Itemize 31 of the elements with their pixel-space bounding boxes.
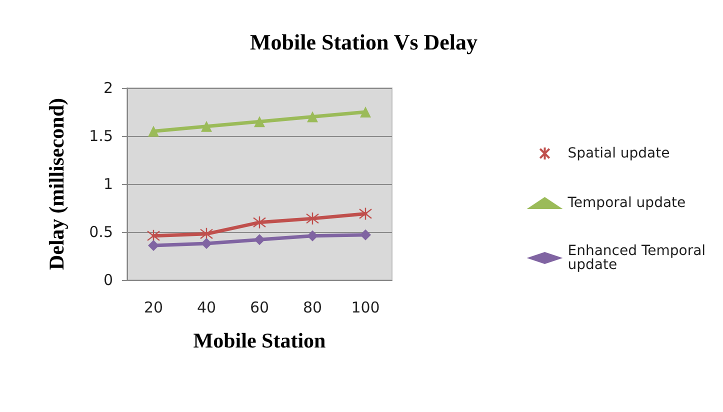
x-tick-label: 100 — [351, 298, 380, 316]
point — [254, 234, 265, 246]
x-tick-label: 20 — [144, 298, 164, 316]
y-tick-label: 1.5 — [89, 127, 113, 145]
point — [201, 120, 212, 132]
x-tick-label: 80 — [302, 298, 322, 316]
point — [201, 238, 212, 250]
point — [358, 207, 372, 220]
legend-label: Temporal update — [566, 195, 686, 211]
point — [360, 229, 371, 240]
y-tick-label: 0.5 — [89, 223, 113, 241]
point — [252, 216, 266, 229]
y-tick-label: 0 — [103, 271, 113, 289]
point — [200, 227, 214, 241]
point — [146, 229, 160, 242]
y-tick-label: 1 — [103, 175, 113, 193]
point — [307, 230, 318, 242]
point — [254, 116, 265, 128]
chart-title: Mobile Station Vs Delay — [250, 30, 478, 54]
point — [148, 126, 159, 137]
x-tick-label: 40 — [196, 298, 216, 316]
point — [360, 106, 371, 118]
point — [306, 212, 320, 226]
x-tick-label: 60 — [250, 298, 270, 316]
y-axis-title: Delay (millisecond) — [44, 98, 68, 270]
y-tick-label: 2 — [103, 79, 113, 97]
point — [307, 111, 318, 122]
point — [148, 240, 159, 251]
x-axis-title: Mobile Station — [193, 328, 326, 352]
legend-label: Enhanced Temporal update — [568, 243, 710, 273]
legend-label: Spatial update — [568, 146, 670, 162]
